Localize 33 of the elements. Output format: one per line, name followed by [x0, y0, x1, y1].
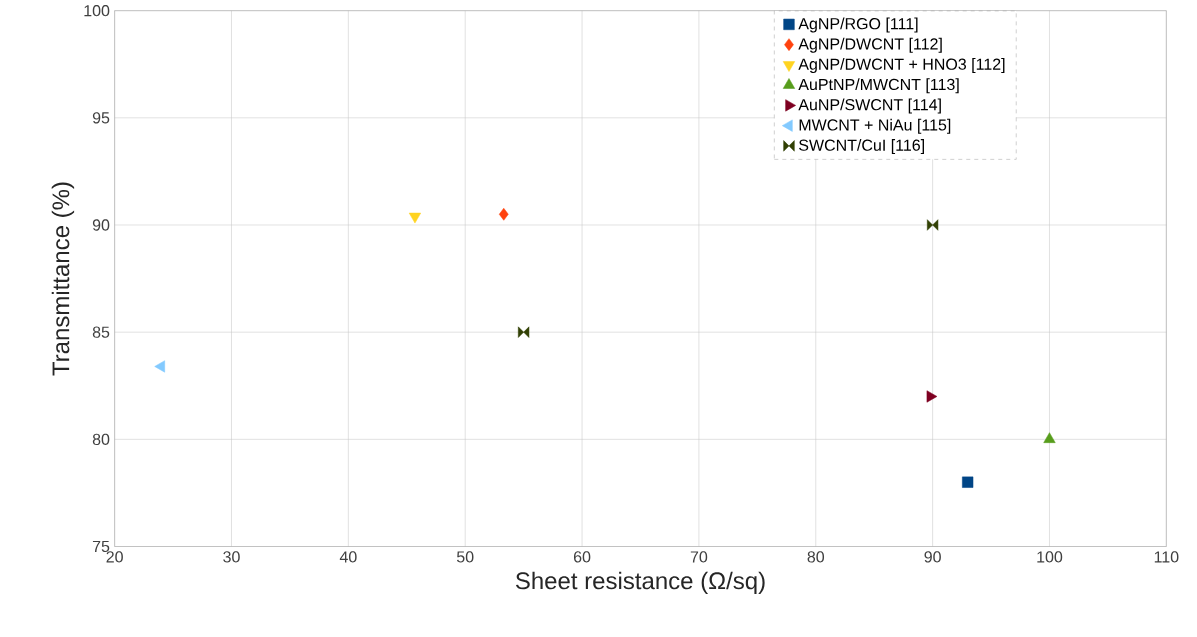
legend-label: AgNP/DWCNT + HNO3 [112] [798, 58, 1005, 73]
point [154, 360, 165, 373]
legend-label: SWCNT/CuI [116] [799, 139, 924, 154]
point [926, 390, 938, 403]
x-tick-label: 20 [106, 551, 123, 563]
legend-label: MWCNT + NiAu [115] [799, 118, 951, 134]
x-tick-label: 40 [339, 551, 357, 563]
y-axis-title: Transmittance (%) [51, 182, 75, 376]
y-tick-label: 95 [92, 112, 110, 124]
y-tick-label: 75 [92, 540, 110, 553]
x-tick-label: 70 [690, 551, 708, 563]
point [499, 207, 509, 221]
x-tick-label: 50 [456, 551, 474, 563]
point [962, 476, 974, 488]
y-tick-label: 100 [84, 4, 110, 17]
point [927, 219, 939, 231]
x-tick-label: 100 [1037, 551, 1063, 563]
legend-label: AgNP/DWCNT [112] [798, 37, 942, 53]
legend-label: AuPtNP/MWCNT [113] [798, 78, 959, 94]
x-tick-label: 60 [573, 551, 591, 563]
x-tick-label: 90 [924, 551, 941, 563]
x-tick-label: 30 [223, 551, 240, 563]
legend-label: AgNP/RGO [111] [798, 17, 918, 33]
x-tick-label: 110 [1154, 551, 1179, 563]
y-tick-label: 80 [92, 433, 110, 445]
x-axis-title: Sheet resistance (Ω/sq) [515, 571, 765, 594]
y-tick-label: 85 [92, 326, 110, 338]
x-tick-label: 80 [807, 551, 825, 563]
point [1043, 432, 1056, 443]
point [518, 326, 530, 338]
point [408, 212, 421, 224]
y-tick-label: 90 [92, 219, 110, 231]
legend-label: AuNP/SWCNT [114] [798, 98, 941, 114]
